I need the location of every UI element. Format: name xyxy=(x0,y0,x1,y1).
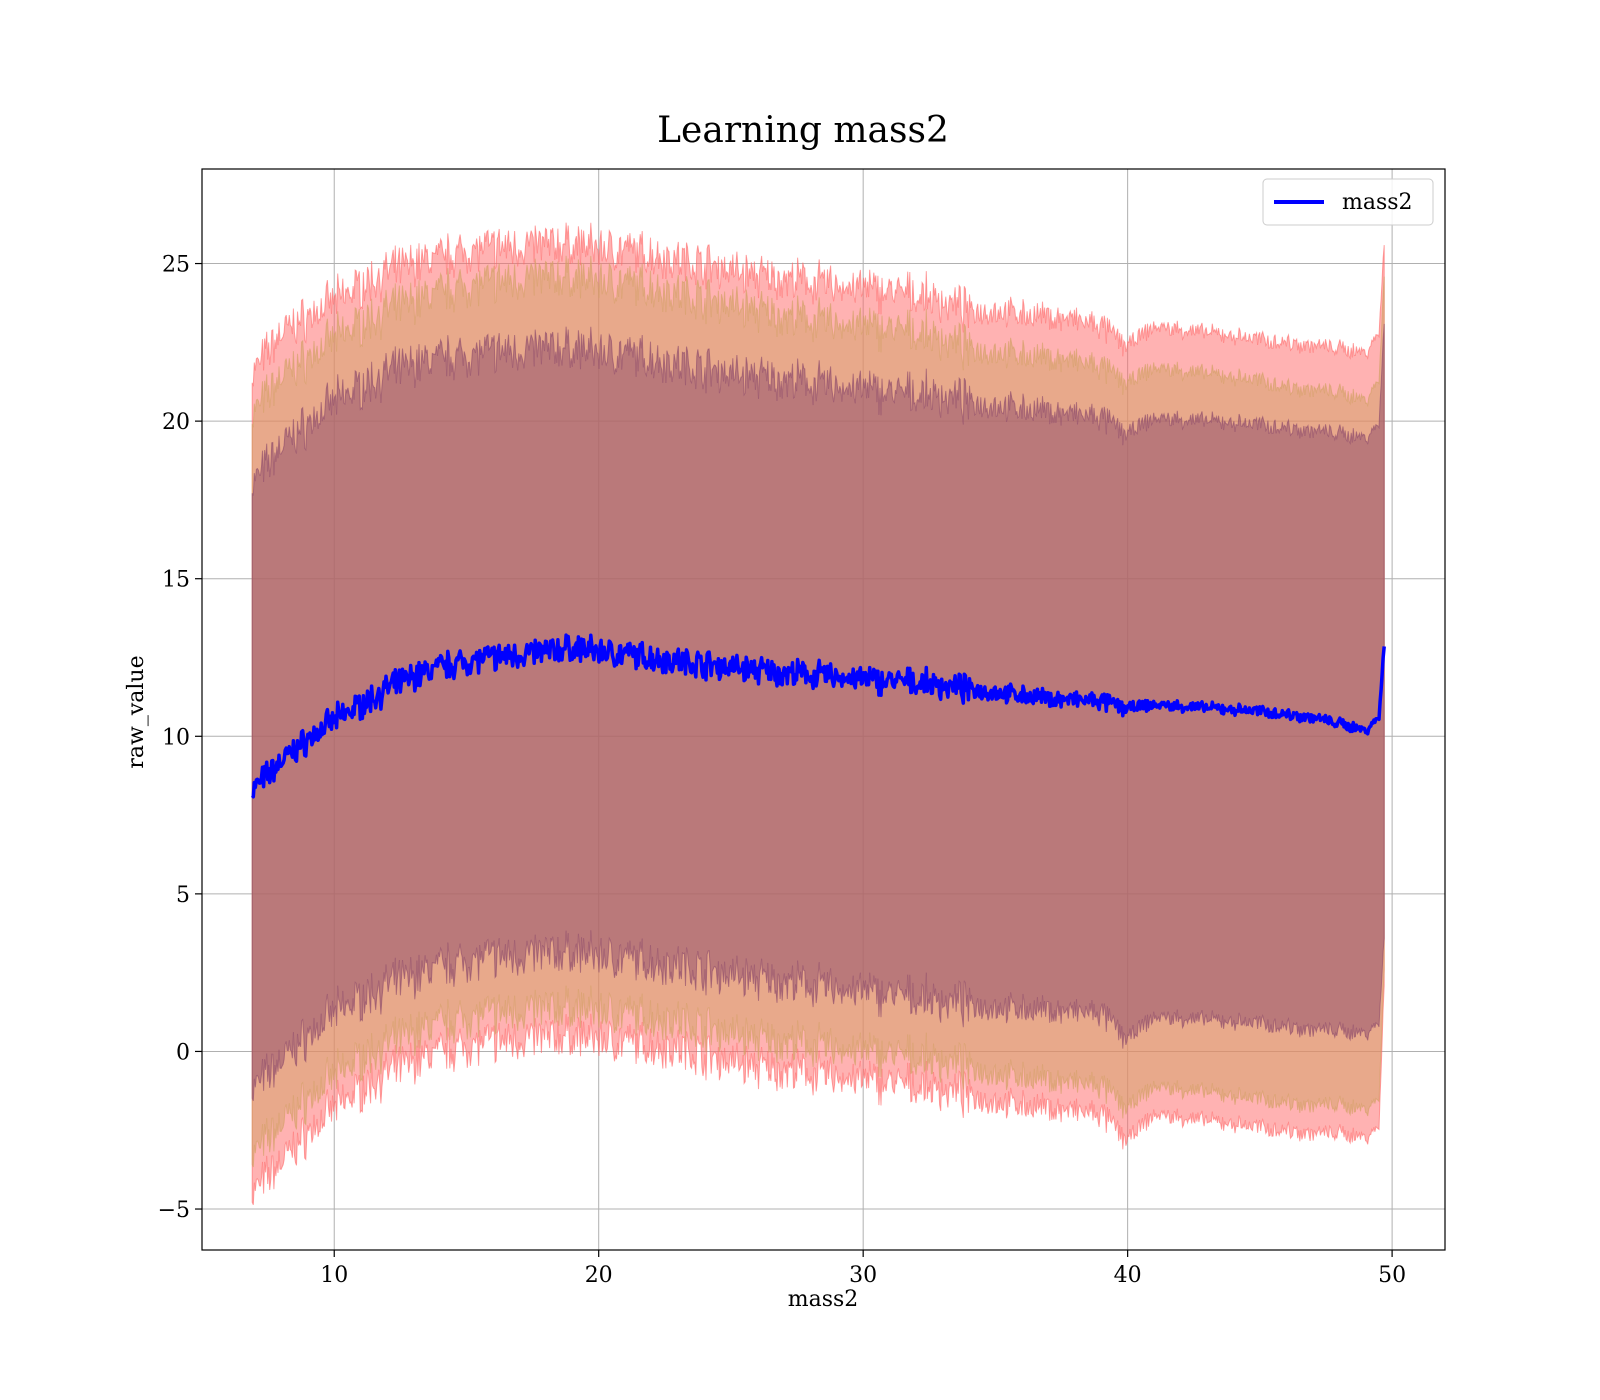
y-tick-label: −5 xyxy=(158,1198,190,1223)
band-inner xyxy=(251,323,1385,1102)
y-tick-label: 10 xyxy=(162,725,190,750)
x-tick-label: 40 xyxy=(1114,1263,1142,1288)
y-axis: −5 0 5 10 15 20 25 xyxy=(158,253,202,1223)
y-tick-label: 0 xyxy=(176,1040,190,1065)
plot-frame xyxy=(201,168,1446,1251)
x-axis-title: mass2 xyxy=(788,1287,859,1312)
series-lines xyxy=(250,633,1386,799)
y-tick-label: 25 xyxy=(162,253,190,278)
x-tick-label: 20 xyxy=(585,1263,613,1288)
series-line-mass2 xyxy=(250,633,1386,799)
legend-box xyxy=(1262,178,1434,226)
confidence-bands xyxy=(251,222,1385,1206)
legend[interactable]: mass2 xyxy=(1262,178,1434,226)
y-tick-label: 20 xyxy=(162,410,190,435)
x-axis: 10 20 30 40 50 xyxy=(320,1250,1406,1288)
y-tick-label: 15 xyxy=(162,568,190,593)
y-axis-title: raw_value xyxy=(124,655,149,768)
x-tick-label: 10 xyxy=(320,1263,348,1288)
chart-title: Learning mass2 xyxy=(657,110,949,151)
legend-label-mass2: mass2 xyxy=(1342,190,1413,215)
x-tick-label: 30 xyxy=(849,1263,877,1288)
x-tick-label: 50 xyxy=(1378,1263,1406,1288)
y-tick-label: 5 xyxy=(176,883,190,908)
